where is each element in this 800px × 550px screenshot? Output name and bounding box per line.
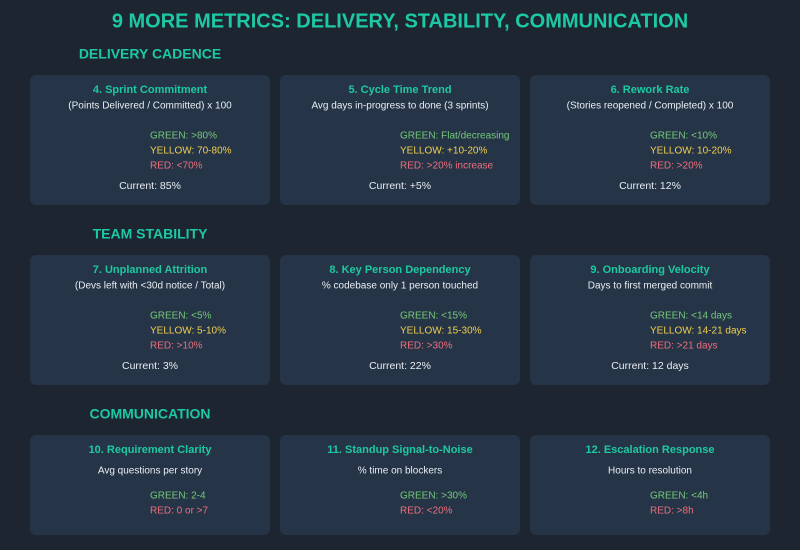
threshold: RED: <20%	[400, 506, 453, 517]
threshold: RED: >10%	[150, 341, 203, 352]
card-formula: (Devs left with <30d notice / Total)	[75, 281, 225, 292]
threshold: RED: <70%	[150, 161, 203, 172]
threshold: YELLOW: +10-20%	[400, 146, 487, 157]
card-formula: Avg questions per story	[98, 466, 202, 477]
threshold: RED: >21 days	[650, 341, 718, 352]
section-label: TEAM STABILITY	[93, 226, 209, 242]
card-formula: Avg days in-progress to done (3 sprints)	[311, 101, 488, 112]
card-title: 5. Cycle Time Trend	[348, 84, 451, 96]
card-formula: (Stories reopened / Completed) x 100	[567, 101, 734, 112]
card-title: 7. Unplanned Attrition	[93, 264, 208, 276]
threshold: RED: >30%	[400, 341, 453, 352]
card-formula: Days to first merged commit	[588, 281, 713, 292]
threshold: YELLOW: 10-20%	[650, 146, 732, 157]
card-formula: % time on blockers	[358, 466, 442, 477]
metric-card	[30, 255, 270, 385]
metric-card	[30, 435, 270, 535]
current-value: Current: 12%	[619, 180, 681, 192]
threshold: GREEN: <4h	[650, 491, 708, 502]
threshold: GREEN: <5%	[150, 311, 212, 322]
card-title: 12. Escalation Response	[586, 444, 715, 456]
threshold: YELLOW: 5-10%	[150, 326, 226, 337]
threshold: GREEN: Flat/decreasing	[400, 131, 510, 142]
section-label: DELIVERY CADENCE	[79, 46, 221, 62]
metric-card	[530, 75, 770, 205]
current-value: Current: 3%	[122, 360, 178, 372]
current-value: Current: +5%	[369, 180, 431, 192]
metric-card	[280, 75, 520, 205]
section-label: COMMUNICATION	[89, 406, 210, 422]
card-formula: Hours to resolution	[608, 466, 692, 477]
threshold: GREEN: <15%	[400, 311, 467, 322]
current-value: Current: 85%	[119, 180, 181, 192]
threshold: GREEN: >30%	[400, 491, 467, 502]
page-title: 9 MORE METRICS: DELIVERY, STABILITY, COM…	[112, 10, 688, 32]
threshold: YELLOW: 70-80%	[150, 146, 232, 157]
threshold: RED: >8h	[650, 506, 694, 517]
card-title: 11. Standup Signal-to-Noise	[327, 444, 472, 456]
threshold: RED: >20%	[650, 161, 703, 172]
threshold: GREEN: >80%	[150, 131, 217, 142]
metric-card	[30, 75, 270, 205]
current-value: Current: 12 days	[611, 360, 689, 372]
threshold: GREEN: <14 days	[650, 311, 732, 322]
card-formula: % codebase only 1 person touched	[322, 281, 478, 292]
threshold: GREEN: 2-4	[150, 491, 206, 502]
metric-card	[530, 435, 770, 535]
metric-card	[280, 255, 520, 385]
metric-card	[530, 255, 770, 385]
threshold: RED: 0 or >7	[150, 506, 209, 517]
card-title: 6. Rework Rate	[611, 84, 690, 96]
card-title: 9. Onboarding Velocity	[590, 264, 710, 276]
card-title: 4. Sprint Commitment	[93, 84, 208, 96]
threshold: RED: >20% increase	[400, 161, 494, 172]
current-value: Current: 22%	[369, 360, 431, 372]
metric-card	[280, 435, 520, 535]
threshold: YELLOW: 14-21 days	[650, 326, 747, 337]
threshold: YELLOW: 15-30%	[400, 326, 482, 337]
card-title: 10. Requirement Clarity	[89, 444, 213, 456]
threshold: GREEN: <10%	[650, 131, 717, 142]
card-title: 8. Key Person Dependency	[329, 264, 471, 276]
card-formula: (Points Delivered / Committed) x 100	[68, 101, 232, 112]
